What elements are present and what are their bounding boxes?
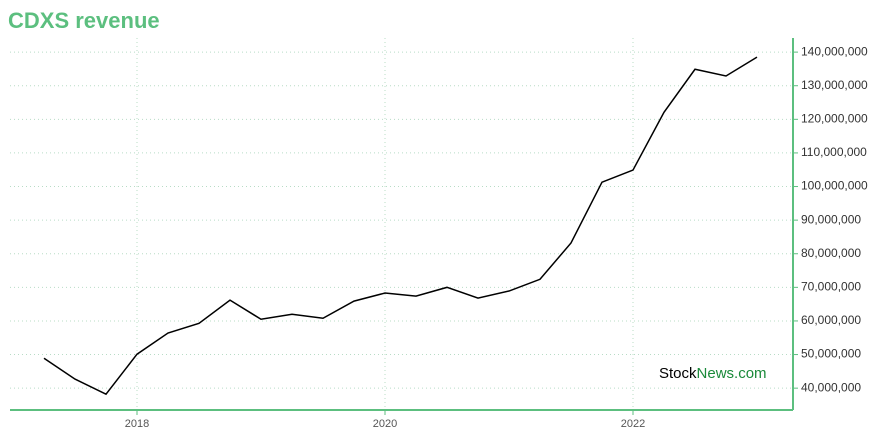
watermark: StockNews.com [659,365,767,382]
y-tick-label: 100,000,000 [801,179,868,193]
y-tick-label: 70,000,000 [801,280,861,294]
line-series [43,56,758,396]
y-tick-label: 40,000,000 [801,380,861,394]
y-tick-label: 90,000,000 [801,212,861,226]
x-tick-label: 2022 [621,418,645,430]
y-tick-label: 140,000,000 [801,44,868,58]
x-tick-label: 2018 [125,418,149,430]
y-tick-label: 110,000,000 [801,145,867,159]
y-tick-label: 120,000,000 [801,111,868,125]
y-tick-label: 80,000,000 [801,246,861,260]
watermark-part: Stock [659,365,697,382]
y-tick-label: 60,000,000 [801,313,861,327]
y-tick-label: 130,000,000 [801,78,868,92]
chart-title: CDXS revenue [8,8,160,33]
watermark-part: News.com [697,365,767,382]
y-tick-label: 50,000,000 [801,347,861,361]
x-tick-label: 2020 [373,418,397,430]
